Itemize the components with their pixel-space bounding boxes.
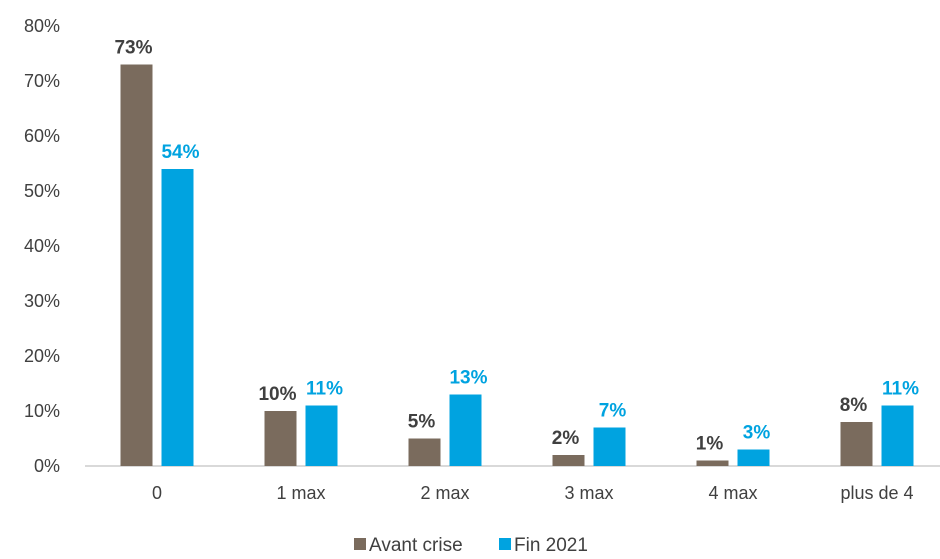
- legend: Avant crise Fin 2021: [354, 535, 588, 556]
- data-label: 13%: [449, 368, 487, 389]
- data-label: 11%: [306, 379, 343, 400]
- bar: [737, 449, 770, 466]
- bar: [881, 405, 914, 466]
- x-tick-label: 3 max: [564, 483, 613, 503]
- x-tick-label: plus de 4: [840, 483, 913, 503]
- y-tick-label: 80%: [24, 16, 60, 36]
- data-label: 8%: [840, 395, 868, 416]
- y-tick-label: 20%: [24, 346, 60, 366]
- data-label: 54%: [161, 142, 199, 163]
- data-label: 3%: [743, 423, 771, 444]
- y-tick-label: 10%: [24, 401, 60, 421]
- data-label: 5%: [408, 412, 436, 433]
- y-tick-label: 70%: [24, 71, 60, 91]
- data-label: 11%: [882, 379, 919, 400]
- bar: [449, 394, 482, 466]
- data-label: 10%: [258, 384, 296, 405]
- legend-label-avant-crise: Avant crise: [369, 535, 463, 556]
- bar: [552, 455, 585, 466]
- legend-swatch-fin-2021: [499, 538, 511, 550]
- bar: [696, 460, 729, 466]
- bar: [120, 64, 153, 466]
- data-label: 1%: [696, 434, 724, 455]
- bar: [161, 169, 194, 466]
- y-tick-label: 60%: [24, 126, 60, 146]
- y-tick-label: 0%: [34, 456, 60, 476]
- data-label: 73%: [114, 38, 152, 59]
- x-tick-label: 2 max: [420, 483, 469, 503]
- data-labels-group: 73% 54% 10% 11% 5% 13% 2% 7% 1% 3% 8% 11%: [114, 38, 919, 455]
- x-tick-label: 0: [152, 483, 162, 503]
- data-label: 2%: [552, 428, 580, 449]
- bar: [840, 422, 873, 466]
- y-tick-label: 50%: [24, 181, 60, 201]
- y-tick-label: 30%: [24, 291, 60, 311]
- y-axis: 0% 10% 20% 30% 40% 50% 60% 70% 80%: [24, 16, 60, 476]
- x-axis-categories: 0 1 max 2 max 3 max 4 max plus de 4: [152, 483, 914, 503]
- legend-swatch-avant-crise: [354, 538, 366, 550]
- y-tick-label: 40%: [24, 236, 60, 256]
- x-tick-label: 4 max: [708, 483, 757, 503]
- data-label: 7%: [599, 401, 627, 422]
- bar: [305, 405, 338, 466]
- x-tick-label: 1 max: [276, 483, 325, 503]
- bar: [264, 411, 297, 466]
- bar: [408, 438, 441, 466]
- bar: [593, 427, 626, 466]
- bars-group: [120, 64, 914, 466]
- legend-label-fin-2021: Fin 2021: [514, 535, 588, 556]
